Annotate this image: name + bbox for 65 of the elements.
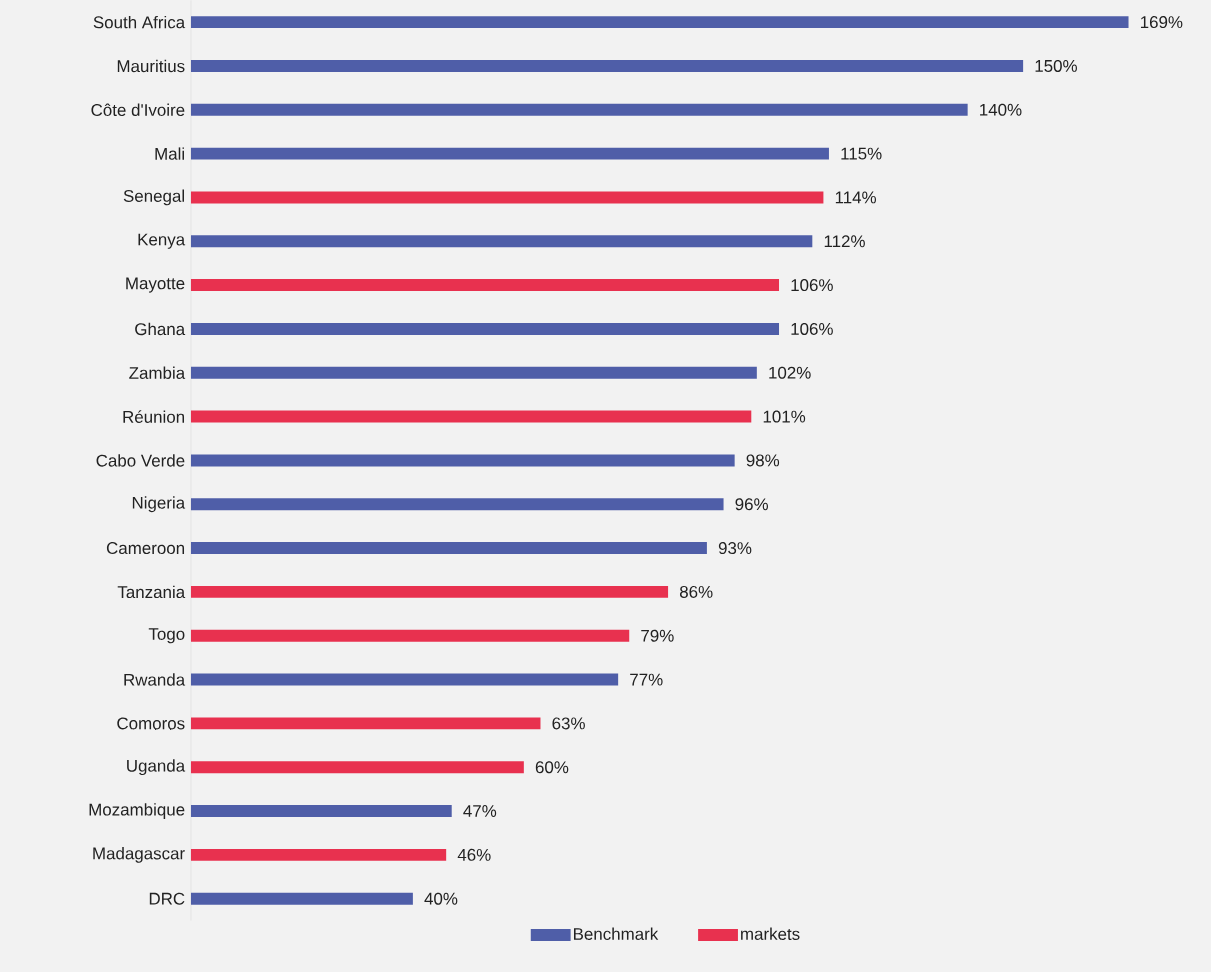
bar (190, 454, 735, 467)
bar (190, 541, 707, 554)
bar (190, 892, 413, 905)
bar (190, 629, 630, 642)
bar (190, 585, 669, 598)
data-label: 86% (679, 585, 713, 598)
data-label: 47% (463, 804, 497, 817)
bar (190, 498, 724, 511)
data-label: 114% (835, 191, 877, 204)
y-tick-label: Ghana (135, 322, 186, 335)
y-tick-label: Mali (155, 147, 184, 160)
y-tick-label: Uganda (127, 759, 186, 775)
data-label: 140% (980, 103, 1022, 116)
y-tick-label: Mauritius (117, 59, 185, 72)
data-label: 77% (630, 673, 663, 686)
data-label: 79% (641, 629, 674, 642)
y-tick-label: Senegal (123, 189, 184, 206)
y-tick-label: South Africa (93, 15, 186, 29)
data-label: 60% (535, 761, 569, 774)
bar (190, 103, 968, 116)
bar (190, 59, 1024, 72)
data-label: 96% (735, 498, 768, 511)
data-label: 101% (763, 410, 806, 423)
legend-label: Benchmark (573, 927, 659, 940)
data-label: 150% (1035, 59, 1077, 72)
y-tick-label: Nigeria (132, 496, 186, 512)
y-tick-label: Mozambique (89, 802, 185, 819)
y-tick-label: Comoros (117, 717, 185, 730)
data-label: 63% (552, 717, 585, 730)
y-tick-label: Côte d'Ivoire (91, 103, 185, 116)
bar (190, 410, 752, 423)
y-tick-label: Cameroon (106, 541, 185, 554)
y-tick-label: Cabo Verde (96, 453, 185, 467)
data-label: 106% (791, 322, 833, 335)
y-tick-label: Madagascar (93, 846, 185, 863)
bar (190, 322, 780, 335)
data-label: 112% (824, 235, 865, 248)
y-tick-label: Kenya (138, 233, 186, 249)
y-tick-label: Zambia (129, 366, 186, 379)
data-label: 98% (746, 454, 780, 467)
bar (190, 366, 757, 379)
data-label: 102% (769, 366, 811, 379)
data-label: 40% (424, 892, 458, 905)
bar (190, 15, 1129, 28)
bar (190, 804, 452, 817)
bar (190, 717, 541, 730)
y-tick-label: Rwanda (124, 673, 186, 686)
bar (190, 278, 780, 291)
bar (190, 673, 619, 686)
data-label: 115% (841, 147, 882, 160)
bar (190, 191, 824, 204)
data-label: 93% (718, 541, 752, 554)
data-label: 106% (791, 278, 833, 291)
bar (190, 235, 813, 248)
y-tick-label: Réunion (123, 410, 185, 423)
bar (190, 848, 447, 861)
data-label: 46% (457, 848, 491, 861)
y-tick-label: Mayotte (126, 277, 185, 293)
y-tick-label: Tanzania (117, 585, 186, 598)
data-label: 169% (1140, 15, 1183, 28)
y-tick-label: DRC (149, 892, 185, 905)
y-tick-label: Togo (148, 627, 185, 644)
bar (190, 761, 524, 773)
bar (190, 147, 829, 160)
legend-label: markets (741, 927, 800, 940)
